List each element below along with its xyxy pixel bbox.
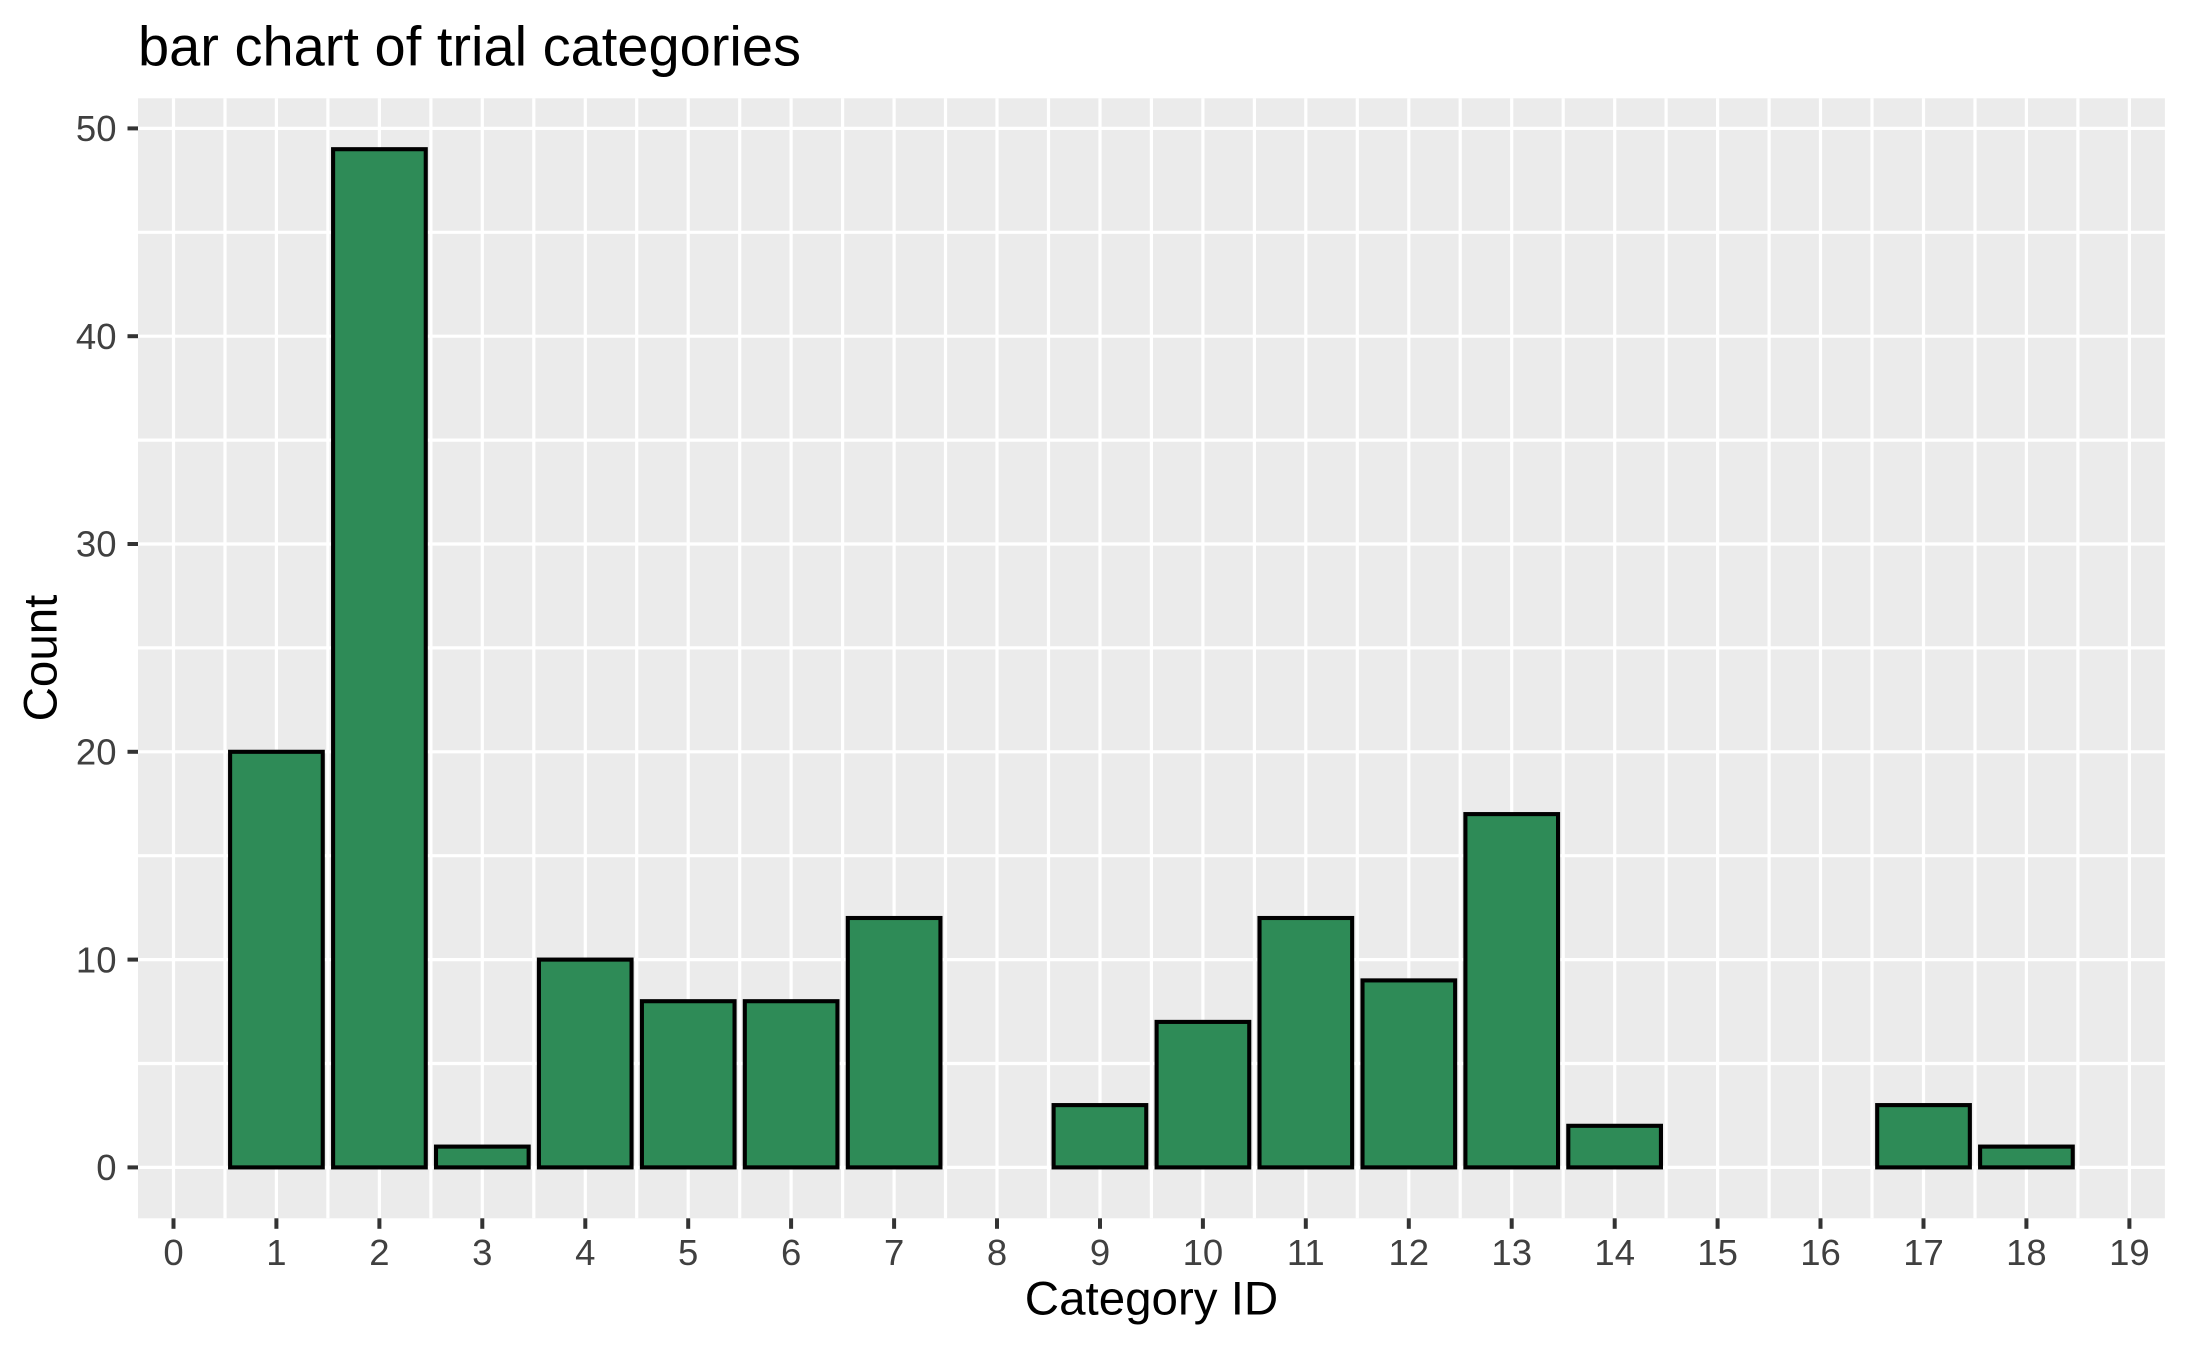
- svg-text:6: 6: [781, 1232, 801, 1273]
- svg-text:4: 4: [575, 1232, 595, 1273]
- svg-text:19: 19: [2109, 1232, 2150, 1273]
- svg-text:30: 30: [76, 524, 117, 565]
- svg-text:14: 14: [1594, 1232, 1635, 1273]
- svg-text:3: 3: [472, 1232, 492, 1273]
- svg-text:1: 1: [266, 1232, 286, 1273]
- svg-text:16: 16: [1800, 1232, 1841, 1273]
- svg-text:10: 10: [76, 939, 117, 980]
- svg-text:11: 11: [1287, 1232, 1325, 1273]
- svg-text:Category ID: Category ID: [1025, 1273, 1278, 1326]
- svg-text:20: 20: [76, 732, 117, 773]
- svg-text:15: 15: [1697, 1232, 1738, 1273]
- svg-text:5: 5: [678, 1232, 698, 1273]
- svg-text:9: 9: [1090, 1232, 1110, 1273]
- svg-text:10: 10: [1183, 1232, 1224, 1273]
- svg-text:bar chart of trial categories: bar chart of trial categories: [138, 14, 801, 77]
- svg-text:17: 17: [1903, 1232, 1944, 1273]
- svg-text:0: 0: [96, 1147, 116, 1188]
- svg-text:2: 2: [369, 1232, 389, 1273]
- svg-text:8: 8: [987, 1232, 1007, 1273]
- svg-text:18: 18: [2006, 1232, 2047, 1273]
- svg-text:40: 40: [76, 316, 117, 357]
- svg-text:0: 0: [163, 1232, 183, 1273]
- svg-text:Count: Count: [15, 595, 68, 722]
- svg-text:50: 50: [76, 108, 117, 149]
- svg-text:13: 13: [1491, 1232, 1532, 1273]
- svg-text:12: 12: [1388, 1232, 1429, 1273]
- svg-text:7: 7: [884, 1232, 904, 1273]
